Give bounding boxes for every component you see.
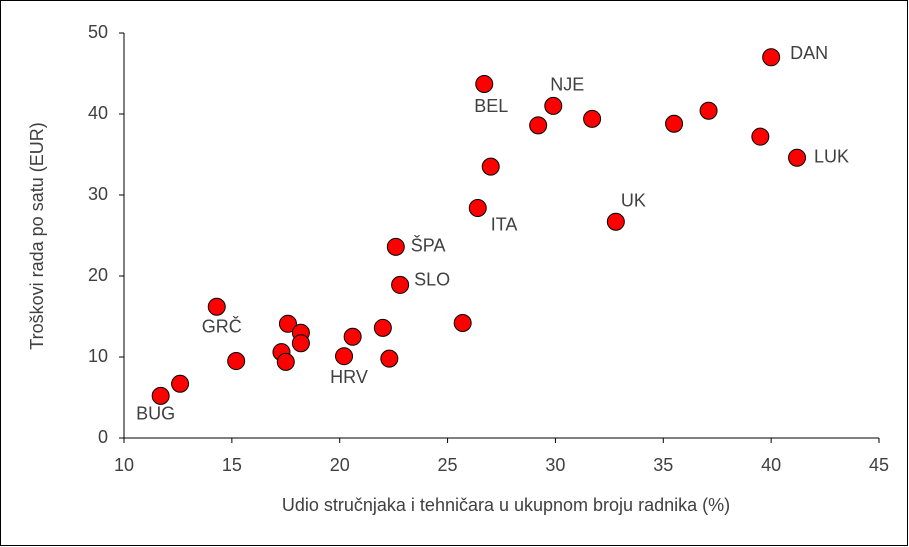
point-label: ŠPA <box>411 235 446 256</box>
x-tick-label: 45 <box>869 455 889 475</box>
point <box>544 96 563 115</box>
y-tick-label: 30 <box>88 184 108 204</box>
point-label: SLO <box>414 270 450 290</box>
y-tick-label: 20 <box>88 265 108 285</box>
point <box>468 198 487 217</box>
y-axis-title: Troškovi rada po satu (EUR) <box>27 122 47 349</box>
x-axis-title: Udio stručnjaka i tehničara u ukupnom br… <box>282 495 730 515</box>
point <box>151 386 170 405</box>
point <box>278 314 297 333</box>
point <box>291 334 310 353</box>
point <box>665 114 684 133</box>
x-tick-label: 40 <box>761 455 781 475</box>
point-label: NJE <box>550 75 584 95</box>
point <box>529 116 548 135</box>
point <box>453 313 472 332</box>
point <box>171 374 190 393</box>
point-label: DAN <box>790 43 828 63</box>
point-label: GRČ <box>202 316 242 337</box>
x-tick-label: 10 <box>114 455 134 475</box>
point <box>343 327 362 346</box>
point <box>276 352 295 371</box>
x-tick-label: 35 <box>653 455 673 475</box>
point <box>606 212 625 231</box>
point <box>386 237 405 256</box>
point <box>391 275 410 294</box>
point <box>335 347 354 366</box>
point <box>788 148 807 167</box>
point-label: BUG <box>136 404 175 424</box>
point <box>481 157 500 176</box>
point-label: ITA <box>491 215 518 235</box>
x-tick-label: 25 <box>438 455 458 475</box>
point-label: HRV <box>330 367 368 387</box>
point-label: BEL <box>474 96 508 116</box>
x-tick-label: 20 <box>330 455 350 475</box>
point-label: UK <box>621 190 646 210</box>
point <box>699 101 718 120</box>
point <box>227 352 246 371</box>
y-tick-label: 50 <box>88 22 108 42</box>
y-tick-label: 0 <box>98 427 108 447</box>
point-label: LUK <box>814 146 849 166</box>
point <box>475 75 494 94</box>
x-tick-label: 15 <box>222 455 242 475</box>
point <box>751 127 770 146</box>
point <box>583 109 602 128</box>
y-tick-label: 10 <box>88 346 108 366</box>
x-tick-label: 30 <box>545 455 565 475</box>
point <box>380 349 399 368</box>
y-tick-label: 40 <box>88 103 108 123</box>
point <box>207 297 226 316</box>
point <box>373 318 392 337</box>
point <box>762 48 781 67</box>
